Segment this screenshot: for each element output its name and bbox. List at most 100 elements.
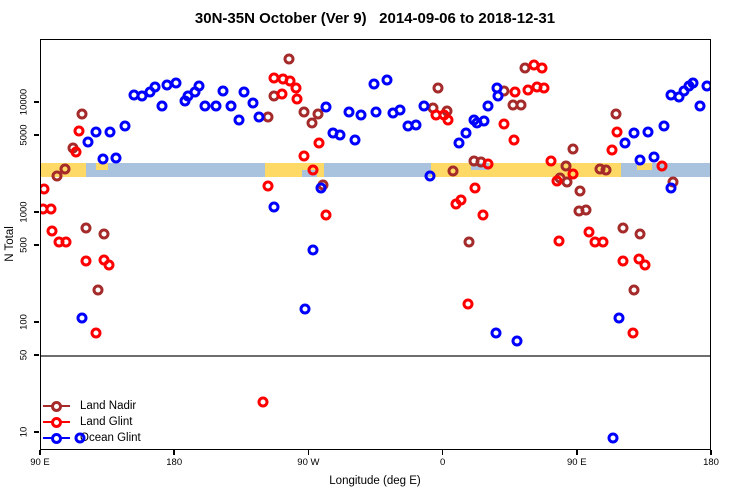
x-tick-label: 90 W: [297, 457, 320, 468]
legend-ring: [51, 416, 62, 428]
data-point-ocean-glint: [97, 153, 109, 165]
y-tick: [34, 211, 39, 213]
data-point-ocean-glint: [193, 80, 205, 92]
data-point-land-nadir: [51, 170, 63, 182]
data-point-land-glint: [538, 82, 550, 94]
data-point-ocean-glint: [694, 100, 706, 112]
data-point-ocean-glint: [368, 78, 380, 90]
data-point-land-nadir: [463, 236, 475, 248]
map-band-land: [96, 163, 108, 170]
data-point-ocean-glint: [642, 126, 654, 138]
x-tick: [441, 450, 444, 455]
data-point-land-nadir: [634, 228, 646, 240]
data-point-land-nadir: [610, 108, 622, 120]
data-point-land-glint: [307, 164, 319, 176]
data-point-land-nadir: [76, 108, 88, 120]
data-point-land-glint: [45, 203, 57, 215]
data-point-ocean-glint: [381, 74, 393, 86]
data-point-ocean-glint: [478, 115, 490, 127]
data-point-land-glint: [545, 155, 557, 167]
x-tick: [576, 450, 578, 455]
y-tick-label: 100: [18, 314, 30, 330]
x-tick-label: 90 E: [30, 457, 50, 468]
data-point-land-glint: [257, 396, 269, 408]
data-point-land-glint: [442, 114, 454, 126]
data-point-ocean-glint: [149, 81, 161, 93]
data-point-ocean-glint: [268, 201, 280, 213]
x-axis-label: Longitude (deg E): [329, 475, 421, 487]
data-point-land-glint: [462, 298, 474, 310]
data-point-land-nadir: [574, 185, 586, 197]
data-point-land-nadir: [447, 165, 459, 177]
data-point-ocean-glint: [349, 134, 361, 146]
data-point-land-glint: [508, 134, 520, 146]
y-tick: [34, 321, 39, 323]
data-point-ocean-glint: [74, 432, 86, 444]
data-point-ocean-glint: [648, 151, 660, 163]
data-point-ocean-glint: [634, 154, 646, 166]
data-point-land-nadir: [515, 99, 527, 111]
legend-item: Land Nadir: [43, 398, 141, 414]
data-point-land-nadir: [600, 164, 612, 176]
data-point-ocean-glint: [701, 80, 710, 92]
data-point-ocean-glint: [370, 106, 382, 118]
data-point-ocean-glint: [210, 100, 222, 112]
data-point-land-nadir: [98, 228, 110, 240]
data-point-land-nadir: [92, 284, 104, 296]
data-point-land-nadir: [306, 117, 318, 129]
data-point-ocean-glint: [424, 170, 436, 182]
data-point-ocean-glint: [247, 97, 259, 109]
y-tick-label: 10: [18, 426, 30, 438]
y-tick-label: 10000: [18, 88, 30, 116]
x-tick: [173, 450, 175, 455]
legend-item: Land Glint: [43, 414, 141, 430]
data-point-ocean-glint: [76, 312, 88, 324]
data-point-land-glint: [469, 182, 481, 194]
data-point-land-glint: [611, 126, 623, 138]
data-point-ocean-glint: [225, 100, 237, 112]
data-point-land-glint: [656, 160, 668, 172]
data-point-ocean-glint: [320, 101, 332, 113]
data-point-land-glint: [536, 62, 548, 74]
data-point-ocean-glint: [492, 90, 504, 102]
data-point-land-nadir: [80, 222, 92, 234]
data-point-land-nadir: [283, 53, 295, 65]
data-point-land-glint: [597, 236, 609, 248]
x-tick: [39, 450, 41, 455]
data-point-land-nadir: [628, 284, 640, 296]
x-tick: [307, 450, 310, 455]
data-point-land-glint: [262, 180, 274, 192]
data-point-land-glint: [639, 259, 651, 271]
data-point-land-glint: [627, 327, 639, 339]
data-point-ocean-glint: [334, 129, 346, 141]
data-point-land-glint: [320, 209, 332, 221]
x-tick-label: 180: [703, 457, 719, 468]
y-tick: [34, 101, 39, 103]
y-axis-label: N Total: [4, 226, 16, 262]
data-point-land-glint: [498, 118, 510, 130]
data-point-ocean-glint: [343, 106, 355, 118]
legend-symbol-ocean-glint: [43, 432, 70, 444]
data-point-land-glint: [553, 235, 565, 247]
data-point-land-nadir: [617, 222, 629, 234]
legend-ring: [51, 432, 62, 444]
data-point-ocean-glint: [658, 120, 670, 132]
data-point-ocean-glint: [233, 114, 245, 126]
legend-label: Land Glint: [80, 416, 133, 428]
data-point-land-glint: [284, 75, 296, 87]
map-band-land: [636, 163, 652, 170]
data-point-ocean-glint: [355, 109, 367, 121]
data-point-land-glint: [551, 175, 563, 187]
y-tick: [34, 134, 39, 136]
data-point-land-glint: [455, 194, 467, 206]
reference-line-50: [41, 355, 710, 358]
data-point-ocean-glint: [170, 77, 182, 89]
data-point-land-glint: [298, 150, 310, 162]
y-tick: [34, 431, 39, 433]
x-tick-label: 180: [166, 457, 183, 468]
data-point-ocean-glint: [628, 127, 640, 139]
data-point-land-nadir: [312, 108, 324, 120]
data-point-land-glint: [80, 255, 92, 267]
data-point-ocean-glint: [613, 312, 625, 324]
